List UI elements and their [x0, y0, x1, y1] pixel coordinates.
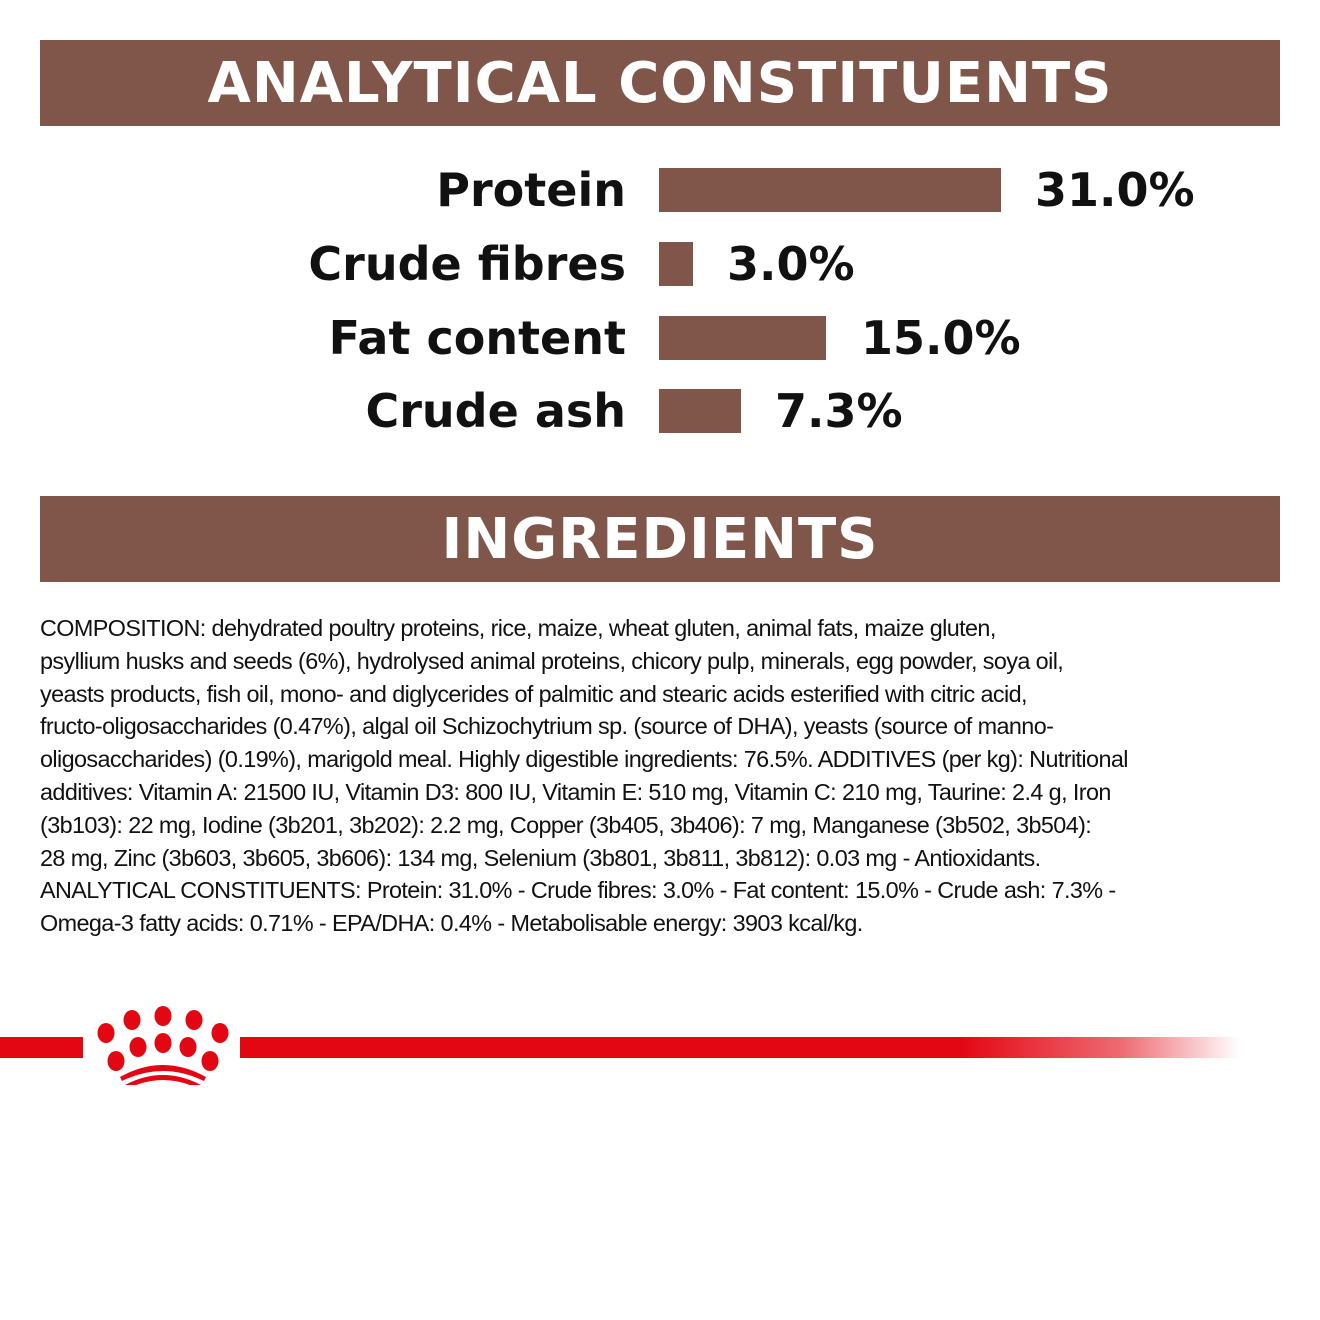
row-value: 7.3%	[775, 384, 903, 438]
bar-fat-content	[659, 316, 826, 360]
ingredients-line: psyllium husks and seeds (6%), hydrolyse…	[40, 647, 1064, 674]
bar-crude-fibres	[659, 242, 693, 286]
chart-row-crude-ash: Crude ash 7.3%	[0, 384, 1320, 438]
row-value: 31.0%	[1035, 163, 1195, 217]
chart-row-crude-fibres: Crude fibres 3.0%	[0, 237, 1320, 291]
row-value: 15.0%	[861, 311, 1021, 365]
ingredients-text: COMPOSITION: dehydrated poultry proteins…	[40, 612, 1285, 940]
brand-stripe-right	[240, 1037, 1240, 1058]
analytical-constituents-title: ANALYTICAL CONSTITUENTS	[207, 50, 1113, 116]
chart-row-protein: Protein 31.0%	[0, 163, 1320, 217]
ingredients-line: COMPOSITION: dehydrated poultry proteins…	[40, 615, 996, 641]
ingredients-title: INGREDIENTS	[441, 506, 879, 572]
brand-stripe-left	[0, 1037, 83, 1058]
ingredients-line: (3b103): 22 mg, Iodine (3b201, 3b202): 2…	[40, 811, 1092, 838]
row-label: Fat content	[328, 311, 626, 365]
row-label: Crude ash	[365, 384, 626, 438]
crown-paw-logo-icon	[97, 1006, 229, 1085]
bar-crude-ash	[659, 389, 741, 433]
ingredients-line: fructo-oligosaccharides (0.47%), algal o…	[40, 713, 1054, 740]
row-label: Crude fibres	[308, 237, 626, 291]
ingredients-line: oligosaccharides) (0.19%), marigold meal…	[40, 746, 1128, 773]
ingredients-line: ANALYTICAL CONSTITUENTS: Protein: 31.0% …	[40, 877, 1116, 904]
ingredients-line: 28 mg, Zinc (3b603, 3b605, 3b606): 134 m…	[40, 844, 1041, 871]
chart-row-fat-content: Fat content 15.0%	[0, 311, 1320, 365]
ingredients-line: Omega-3 fatty acids: 0.71% - EPA/DHA: 0.…	[40, 910, 863, 937]
ingredients-header: INGREDIENTS	[40, 496, 1280, 582]
row-label: Protein	[436, 163, 626, 217]
ingredients-line: additives: Vitamin A: 21500 IU, Vitamin …	[40, 778, 1111, 805]
analytical-constituents-header: ANALYTICAL CONSTITUENTS	[40, 40, 1280, 126]
ingredients-line: yeasts products, fish oil, mono- and dig…	[40, 680, 1028, 707]
bar-protein	[659, 168, 1001, 212]
row-value: 3.0%	[727, 237, 855, 291]
